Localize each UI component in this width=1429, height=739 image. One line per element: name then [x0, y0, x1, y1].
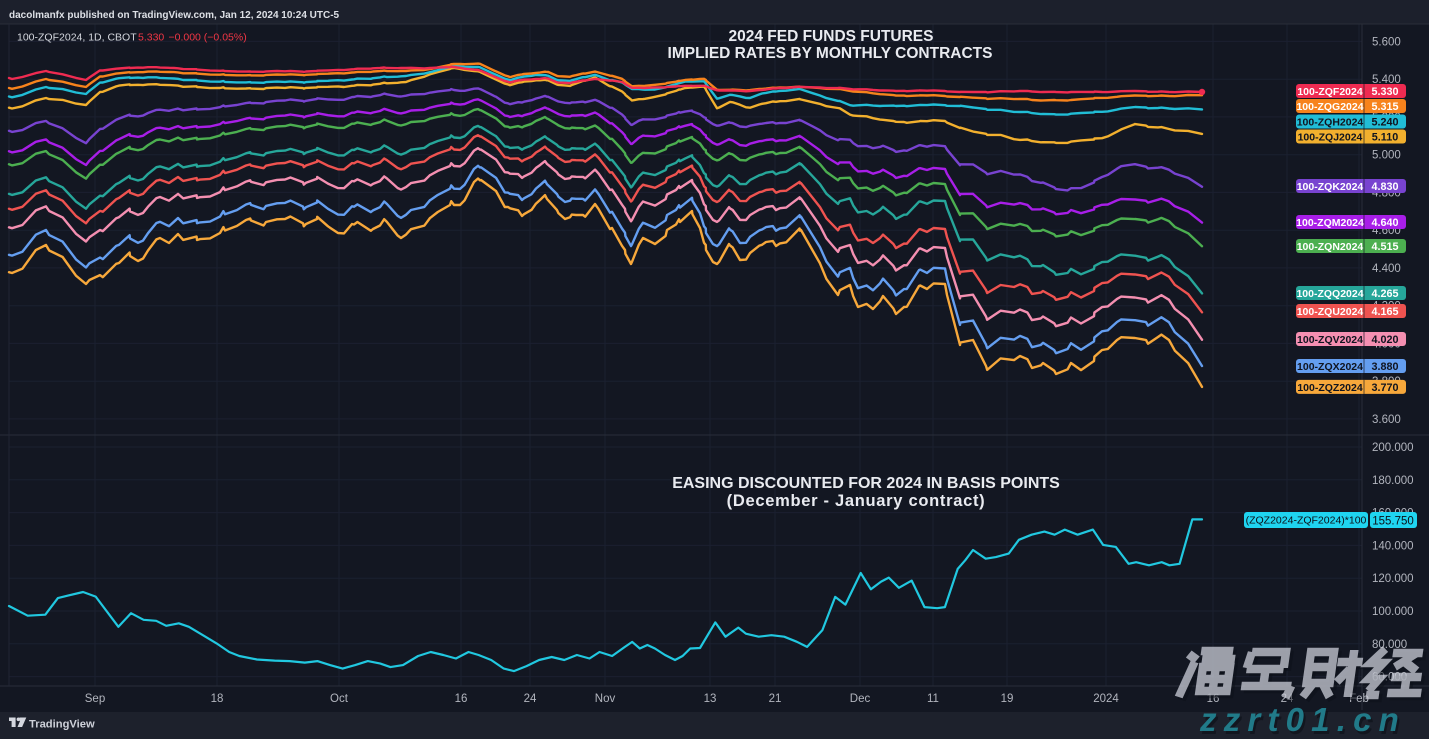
svg-text:4.515: 4.515	[1371, 241, 1398, 253]
svg-text:2024: 2024	[1093, 693, 1119, 705]
svg-text:100-ZQH2024: 100-ZQH2024	[1297, 117, 1364, 129]
svg-text:5.240: 5.240	[1371, 117, 1398, 129]
svg-text:Dec: Dec	[850, 693, 871, 705]
svg-text:100-ZQQ2024: 100-ZQQ2024	[1296, 288, 1363, 300]
svg-text:19: 19	[1001, 693, 1014, 705]
svg-text:100-ZQF2024: 100-ZQF2024	[1297, 86, 1363, 98]
svg-text:200.000: 200.000	[1372, 442, 1414, 454]
svg-text:4.165: 4.165	[1371, 306, 1398, 318]
svg-text:4.020: 4.020	[1371, 334, 1398, 346]
svg-text:5.330: 5.330	[1371, 86, 1398, 98]
svg-text:5.330 −0.000 (−0.05%): 5.330 −0.000 (−0.05%)	[138, 32, 247, 44]
svg-text:Sep: Sep	[85, 693, 105, 705]
svg-text:100-ZQU2024: 100-ZQU2024	[1297, 306, 1364, 318]
svg-text:5.315: 5.315	[1371, 101, 1398, 113]
svg-text:5.110: 5.110	[1372, 132, 1398, 144]
svg-text:11: 11	[927, 693, 939, 705]
svg-text:100-ZQK2024: 100-ZQK2024	[1297, 181, 1364, 193]
svg-text:24: 24	[524, 693, 537, 705]
svg-text:4.265: 4.265	[1371, 288, 1398, 300]
svg-text:100.000: 100.000	[1372, 606, 1414, 618]
svg-text:155.750: 155.750	[1372, 516, 1414, 528]
svg-text:5.000: 5.000	[1372, 150, 1401, 162]
svg-text:dacolmanfx published on Tradin: dacolmanfx published on TradingView.com,…	[9, 10, 340, 21]
svg-text:3.770: 3.770	[1371, 382, 1398, 394]
svg-text:100-ZQF2024, 1D, CBOT: 100-ZQF2024, 1D, CBOT	[17, 32, 137, 44]
svg-text:EASING DISCOUNTED FOR 2024 IN: EASING DISCOUNTED FOR 2024 IN BASIS POIN…	[672, 475, 1060, 492]
svg-text:5.400: 5.400	[1372, 74, 1401, 86]
svg-text:100-ZQX2024: 100-ZQX2024	[1297, 361, 1363, 373]
svg-text:100-ZQZ2024: 100-ZQZ2024	[1297, 382, 1363, 394]
svg-text:13: 13	[704, 693, 717, 705]
svg-text:4.400: 4.400	[1372, 263, 1401, 275]
svg-text:TradingView: TradingView	[29, 719, 95, 731]
svg-text:4.830: 4.830	[1371, 181, 1398, 193]
svg-text:3.880: 3.880	[1371, 361, 1398, 373]
svg-text:21: 21	[769, 693, 782, 705]
svg-text:4.640: 4.640	[1371, 217, 1398, 229]
svg-text:zzrt01.cn: zzrt01.cn	[1199, 701, 1406, 738]
svg-text:100-ZQV2024: 100-ZQV2024	[1297, 334, 1363, 346]
svg-text:IMPLIED RATES BY MONTHLY CONTR: IMPLIED RATES BY MONTHLY CONTRACTS	[668, 45, 993, 62]
svg-text:100-ZQJ2024: 100-ZQJ2024	[1298, 132, 1363, 144]
svg-text:2024 FED FUNDS FUTURES: 2024 FED FUNDS FUTURES	[729, 28, 934, 45]
svg-text:180.000: 180.000	[1372, 475, 1414, 487]
svg-text:Nov: Nov	[595, 693, 616, 705]
svg-text:18: 18	[211, 693, 224, 705]
svg-text:16: 16	[455, 693, 468, 705]
svg-text:140.000: 140.000	[1372, 540, 1414, 552]
svg-text:5.600: 5.600	[1372, 36, 1401, 48]
svg-text:120.000: 120.000	[1372, 573, 1414, 585]
svg-text:80.000: 80.000	[1372, 639, 1407, 651]
svg-text:100-ZQM2024: 100-ZQM2024	[1296, 217, 1364, 229]
svg-text:100-ZQN2024: 100-ZQN2024	[1297, 241, 1364, 253]
svg-text:3.600: 3.600	[1372, 414, 1401, 426]
svg-text:(December - January contract): (December - January contract)	[727, 492, 986, 510]
svg-text:Oct: Oct	[330, 693, 349, 705]
svg-text:100-ZQG2024: 100-ZQG2024	[1296, 101, 1363, 113]
svg-text:(ZQZ2024-ZQF2024)*100: (ZQZ2024-ZQF2024)*100	[1246, 515, 1367, 527]
svg-text:zzrt01.cn: zzrt01.cn	[1201, 704, 1408, 739]
